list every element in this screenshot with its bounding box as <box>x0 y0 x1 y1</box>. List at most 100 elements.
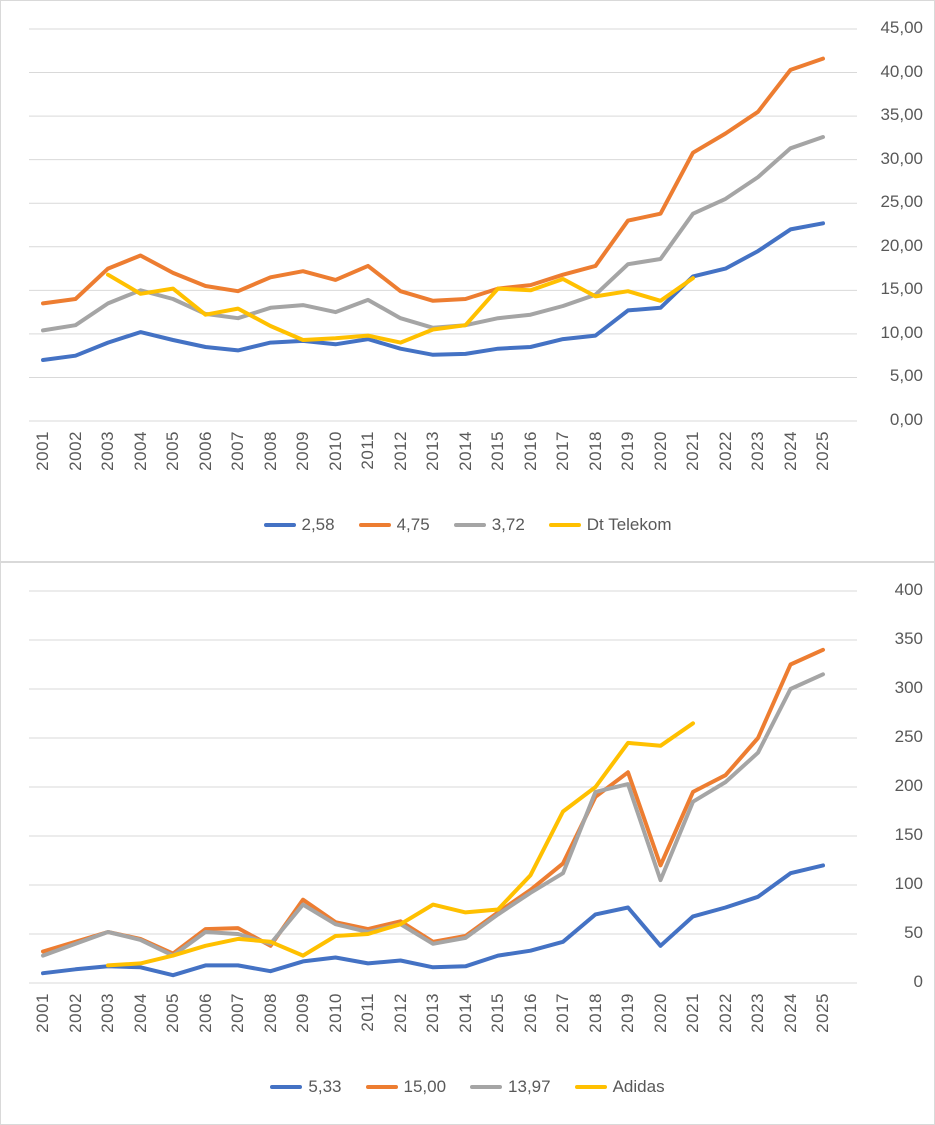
chart-adidas: 0 50 100 150 200 250 300 350 400 2001 2002 2003 200… <box>0 562 935 1125</box>
series-line-5-33 <box>41 863 825 978</box>
legend-line-swatch <box>453 523 486 527</box>
x-tick-label: 2003 <box>98 993 117 1033</box>
x-tick-label: 2022 <box>715 993 735 1033</box>
plot-area <box>29 28 857 422</box>
series-line-adidas <box>106 721 695 968</box>
x-tick-label: 2023 <box>748 431 767 471</box>
x-tick-label: 2024 <box>780 431 800 471</box>
y-tick-label: 150 <box>894 825 923 844</box>
x-tick-label: 2014 <box>455 993 475 1033</box>
legend-item: 2,58 <box>263 515 335 535</box>
x-tick-label: 2010 <box>325 993 345 1033</box>
legend-line-swatch <box>365 1085 398 1089</box>
legend-item: 3,72 <box>453 515 525 535</box>
legend-label: 2,58 <box>301 515 335 534</box>
legend-label: 3,72 <box>491 515 525 534</box>
y-tick-label: 30,00 <box>880 148 923 168</box>
x-tick-label: 2021 <box>683 993 702 1033</box>
x-tick-label: 2005 <box>163 431 182 471</box>
x-tick-label: 2010 <box>325 431 345 471</box>
x-tick-label: 2007 <box>228 993 247 1033</box>
y-tick-label: 35,00 <box>880 105 923 125</box>
legend-item: Dt Telekom <box>548 515 672 535</box>
legend: 2,58 4,75 3,72 Dt Telekom <box>1 515 934 535</box>
x-tick-label: 2016 <box>520 993 540 1033</box>
legend-line-swatch <box>270 1085 303 1089</box>
x-tick-label: 2006 <box>195 431 215 471</box>
x-tick-label: 2004 <box>130 993 150 1033</box>
legend: 5,33 15,00 13,97 Adidas <box>1 1077 934 1097</box>
legend-label: 4,75 <box>396 515 430 534</box>
x-tick-label: 2022 <box>715 431 735 471</box>
y-tick-label: 15,00 <box>880 279 923 299</box>
x-tick-label: 2019 <box>618 993 637 1033</box>
x-tick-label: 2021 <box>683 431 702 471</box>
x-tick-label: 2020 <box>650 993 670 1033</box>
y-tick-label: 250 <box>894 727 923 746</box>
x-tick-label: 2011 <box>358 431 377 470</box>
x-tick-label: 2009 <box>293 431 312 471</box>
y-tick-label: 45,00 <box>880 18 923 37</box>
x-tick-label: 2003 <box>98 431 117 471</box>
x-tick-label: 2013 <box>423 431 442 471</box>
x-tick-label: 2024 <box>780 993 800 1033</box>
x-tick-label: 2023 <box>748 993 767 1033</box>
x-tick-label: 2008 <box>260 431 280 471</box>
y-tick-label: 5,00 <box>889 366 923 386</box>
legend-item: 13,97 <box>470 1077 551 1097</box>
legend-line-swatch <box>470 1085 503 1089</box>
series-line-4-75 <box>41 56 825 306</box>
legend-line-swatch <box>548 523 581 527</box>
series-line-dt-telekom <box>106 272 695 345</box>
legend-item: Adidas <box>574 1077 665 1097</box>
x-tick-label: 2015 <box>488 431 507 471</box>
x-tick-label: 2013 <box>423 993 442 1033</box>
x-tick-label: 2002 <box>65 993 85 1033</box>
x-tick-label: 2017 <box>553 431 572 471</box>
y-tick-label: 300 <box>894 678 923 697</box>
x-tick-label: 2004 <box>130 431 150 471</box>
x-tick-label: 2012 <box>390 431 410 471</box>
x-tick-label: 2009 <box>293 993 312 1033</box>
x-tick-label: 2018 <box>585 431 605 471</box>
x-tick-label: 2020 <box>650 431 670 471</box>
x-tick-label: 2008 <box>260 993 280 1033</box>
y-tick-label: 350 <box>894 629 923 648</box>
x-tick-label: 2011 <box>358 993 377 1032</box>
y-tick-label: 400 <box>894 580 923 599</box>
x-tick-label: 2007 <box>228 431 247 471</box>
x-tick-label: 2025 <box>813 431 832 471</box>
legend-item: 5,33 <box>270 1077 342 1097</box>
y-tick-label: 100 <box>894 874 923 893</box>
y-tick-label: 0,00 <box>889 410 923 429</box>
x-tick-label: 2016 <box>520 431 540 471</box>
legend-item: 15,00 <box>365 1077 447 1097</box>
y-tick-label: 0 <box>913 972 923 991</box>
legend-item: 4,75 <box>358 515 430 535</box>
series-line-15-00 <box>41 647 825 956</box>
x-tick-label: 2019 <box>618 431 637 471</box>
y-tick-label: 50 <box>904 923 923 942</box>
y-tick-label: 20,00 <box>880 235 923 255</box>
x-tick-label: 2006 <box>195 993 215 1033</box>
y-tick-label: 40,00 <box>880 61 923 81</box>
chart-telekom: 0,00 5,00 10,00 15,00 20,00 25,00 30,00 35,00 40… <box>0 0 935 562</box>
y-tick-label: 200 <box>894 776 923 795</box>
legend-label: Adidas <box>612 1077 665 1096</box>
x-tick-label: 2001 <box>33 993 52 1033</box>
plot-area <box>29 590 857 984</box>
legend-label: 5,33 <box>308 1077 342 1096</box>
legend-label: Dt Telekom <box>586 515 672 534</box>
x-tick-label: 2025 <box>813 993 832 1033</box>
x-tick-label: 2018 <box>585 993 605 1033</box>
legend-line-swatch <box>358 523 391 527</box>
x-tick-label: 2001 <box>33 431 52 471</box>
x-tick-label: 2012 <box>390 993 410 1033</box>
x-tick-label: 2015 <box>488 993 507 1033</box>
x-tick-label: 2014 <box>455 431 475 471</box>
x-tick-label: 2017 <box>553 993 572 1033</box>
x-tick-label: 2002 <box>65 431 85 471</box>
legend-label: 15,00 <box>403 1077 447 1096</box>
legend-line-swatch <box>263 523 296 527</box>
